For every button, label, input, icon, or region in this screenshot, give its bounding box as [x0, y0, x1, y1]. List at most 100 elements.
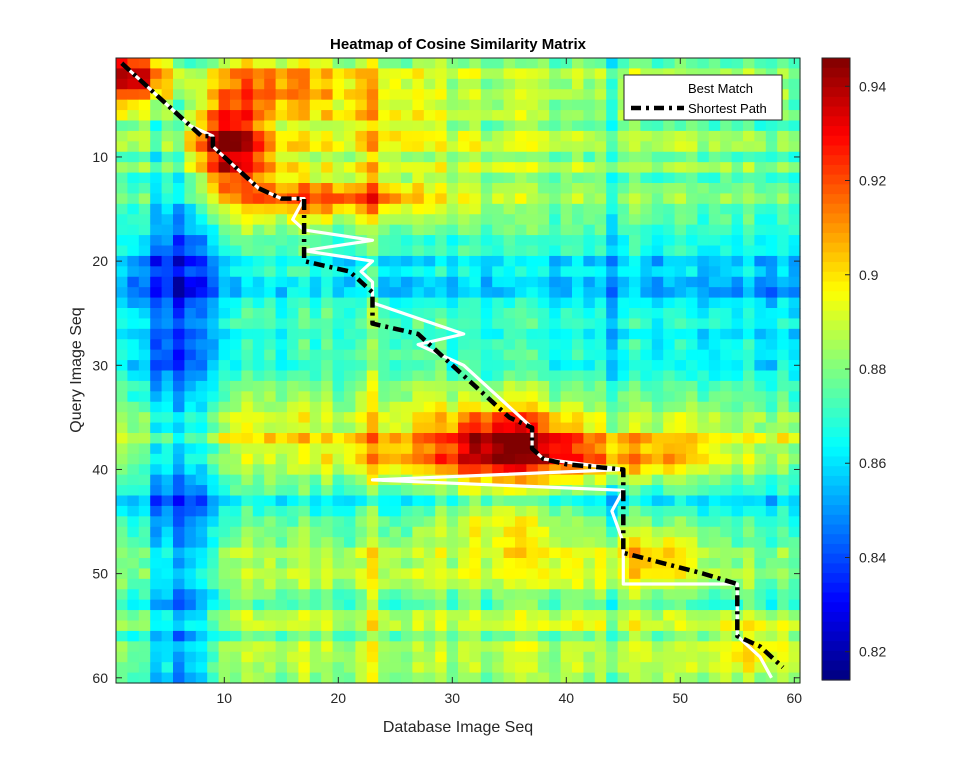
heatmap-cell [583, 203, 596, 215]
heatmap-cell [332, 641, 345, 653]
heatmap-cell [161, 162, 174, 174]
heatmap-cell [777, 443, 790, 455]
heatmap-cell [275, 224, 288, 236]
heatmap-cell [549, 651, 562, 663]
heatmap-cell [492, 266, 505, 278]
heatmap-cell [412, 141, 425, 153]
heatmap-cell [663, 255, 676, 267]
heatmap-cell [298, 339, 311, 351]
heatmap-cell [378, 193, 391, 205]
heatmap-cell [492, 68, 505, 80]
heatmap-cell [765, 453, 778, 465]
heatmap-cell [629, 380, 641, 392]
heatmap-cell [492, 453, 505, 465]
heatmap-cell [355, 610, 368, 622]
heatmap-cell [298, 568, 311, 580]
heatmap-cell [161, 474, 174, 486]
heatmap-cell [252, 391, 265, 403]
heatmap-cell [401, 401, 413, 413]
heatmap-cell [355, 68, 368, 80]
heatmap-cell [549, 235, 562, 247]
heatmap-cell [777, 130, 790, 142]
heatmap-cell [287, 568, 299, 580]
heatmap-cell [480, 214, 493, 226]
heatmap-cell [332, 151, 345, 163]
heatmap-cell [560, 610, 573, 622]
heatmap-cell [640, 255, 653, 267]
heatmap-cell [606, 380, 619, 392]
colorbar-segment [822, 87, 850, 98]
heatmap-cell [583, 130, 596, 142]
heatmap-cell [583, 610, 596, 622]
heatmap-cell [195, 495, 208, 507]
heatmap-cell [435, 245, 448, 257]
heatmap-cell [241, 526, 254, 538]
heatmap-cell [663, 495, 676, 507]
heatmap-cell [629, 120, 641, 132]
heatmap-cell [116, 68, 128, 80]
heatmap-cell [184, 58, 197, 70]
heatmap-cell [161, 568, 174, 580]
heatmap-cell [743, 558, 755, 570]
heatmap-cell [127, 99, 140, 111]
heatmap-cell [708, 162, 721, 174]
heatmap-cell [549, 276, 562, 288]
heatmap-cell [560, 214, 573, 226]
heatmap-cell [401, 224, 413, 236]
heatmap-cell [138, 578, 151, 590]
colorbar-segment [822, 631, 850, 642]
colorbar-tick-label: 0.82 [859, 644, 886, 660]
heatmap-cell [594, 162, 607, 174]
heatmap-cell [321, 474, 334, 486]
heatmap-cell [287, 318, 299, 330]
heatmap-cell [606, 58, 619, 70]
heatmap-cell [549, 485, 562, 497]
heatmap-cell [275, 245, 288, 257]
heatmap-cell [184, 172, 197, 184]
heatmap-cell [138, 464, 151, 476]
heatmap-cell [503, 578, 516, 590]
heatmap-cell [195, 276, 208, 288]
heatmap-cell [138, 89, 151, 101]
heatmap-cell [594, 516, 607, 528]
heatmap-cell [560, 162, 573, 174]
plot-frame [115, 57, 801, 684]
heatmap-cell [138, 360, 151, 372]
heatmap-cell [594, 526, 607, 538]
heatmap-cell [651, 630, 664, 642]
heatmap-cell [651, 433, 664, 445]
heatmap-cell [401, 297, 413, 309]
heatmap-cell [423, 68, 436, 80]
heatmap-cell [241, 255, 254, 267]
heatmap-cell [332, 516, 345, 528]
heatmap-cell [754, 328, 767, 340]
heatmap-cell [640, 360, 653, 372]
heatmap-cell [207, 328, 220, 340]
heatmap-cell [127, 505, 140, 517]
heatmap-cell [241, 68, 254, 80]
heatmap-cell [173, 58, 185, 70]
heatmap-cell [195, 578, 208, 590]
heatmap-cell [788, 193, 801, 205]
heatmap-cell [423, 141, 436, 153]
heatmap-cell [515, 162, 527, 174]
heatmap-cell [218, 443, 231, 455]
heatmap-cell [173, 485, 185, 497]
heatmap-cell [697, 662, 710, 674]
heatmap-cell [777, 266, 790, 278]
heatmap-cell [412, 110, 425, 122]
heatmap-cell [366, 110, 379, 122]
heatmap-cell [412, 433, 425, 445]
heatmap-cell [765, 68, 778, 80]
heatmap-cell [127, 401, 140, 413]
heatmap-cell [777, 89, 790, 101]
heatmap-cell [651, 526, 664, 538]
heatmap-cell [686, 589, 698, 601]
heatmap-cell [423, 516, 436, 528]
heatmap-cell [207, 505, 220, 517]
heatmap-cell [480, 318, 493, 330]
heatmap-cell [549, 287, 562, 299]
heatmap-cell [207, 360, 220, 372]
heatmap-cell [777, 58, 790, 70]
heatmap-cell [617, 433, 630, 445]
